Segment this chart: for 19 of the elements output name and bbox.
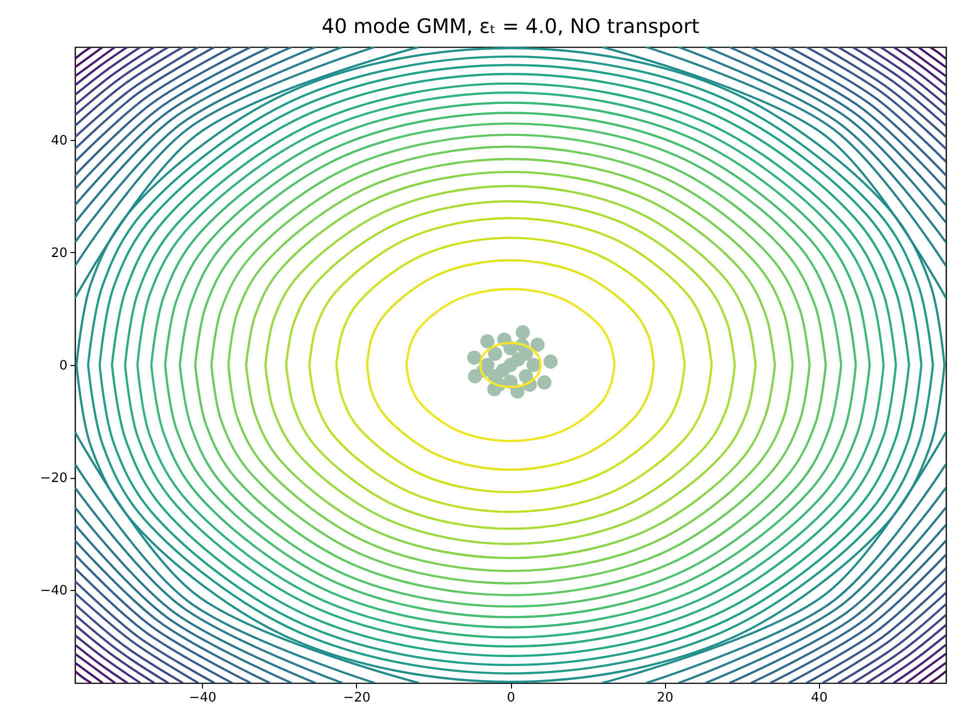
point <box>516 325 530 340</box>
x-tick-label: 20 <box>656 690 674 706</box>
y-tick-label: 0 <box>59 358 68 374</box>
y-tick-label: −20 <box>40 471 68 486</box>
point <box>480 334 494 348</box>
point <box>530 338 545 352</box>
y-tick-label: 40 <box>50 133 68 148</box>
point <box>488 346 502 361</box>
x-tick-label: 0 <box>506 690 516 706</box>
chart-title: 40 mode GMM, εₜ = 4.0, NO transport <box>322 14 700 38</box>
x-tick-label: −40 <box>188 690 216 706</box>
point <box>526 358 541 372</box>
point <box>537 375 552 390</box>
x-tick-label: 40 <box>811 690 828 706</box>
y-tick-label: 20 <box>50 246 68 261</box>
point <box>544 354 558 369</box>
point <box>467 350 482 365</box>
y-tick-label: −40 <box>40 584 68 599</box>
x-tick-label: −20 <box>343 690 371 706</box>
